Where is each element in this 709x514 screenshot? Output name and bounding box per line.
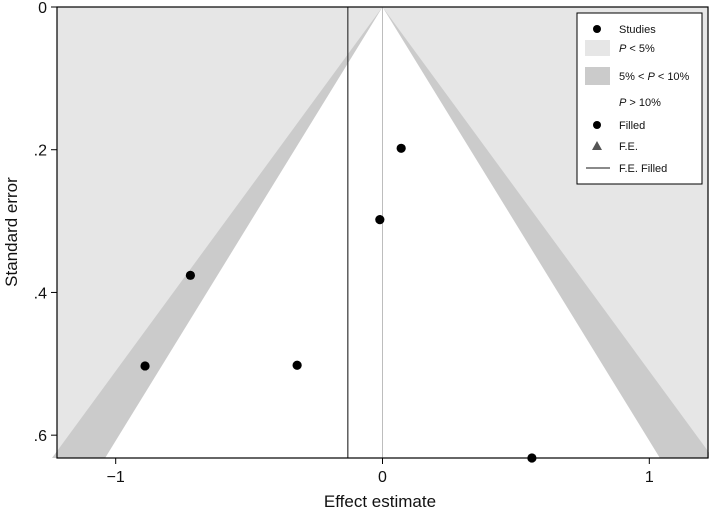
y-tick-label: .2 — [34, 143, 47, 160]
legend-p5-10-label: 5% < P < 10% — [619, 71, 690, 83]
x-tick-label: 1 — [645, 469, 654, 486]
legend-studies-label: Studies — [619, 24, 656, 36]
legend-fe-label: F.E. — [619, 141, 638, 153]
study-point — [185, 270, 196, 280]
x-tick-label: 0 — [378, 469, 387, 486]
study-point — [375, 215, 385, 225]
legend-fe-marker — [592, 141, 602, 150]
legend-studies-marker — [593, 25, 601, 33]
legend: Studies P < 5% 5% < P < 10% P > 10% Fill… — [576, 12, 703, 185]
y-tick-label: .4 — [34, 285, 47, 302]
y-tick-label: .6 — [34, 428, 47, 445]
legend-p5-swatch — [585, 40, 610, 56]
legend-fe-filled-label: F.E. Filled — [619, 163, 667, 175]
legend-filled-label: Filled — [619, 120, 645, 132]
study-point — [140, 361, 150, 371]
study-point — [292, 360, 302, 370]
x-axis: −1 0 1 — [107, 458, 654, 486]
legend-p5-label: P < 5% — [619, 43, 655, 55]
y-axis: 0 .2 .4 .6 — [34, 0, 57, 445]
legend-p10-label: P > 10% — [619, 97, 661, 109]
y-tick-label: 0 — [38, 0, 47, 17]
legend-p5-10-swatch — [585, 67, 610, 85]
study-points — [140, 143, 537, 463]
x-axis-title: Effect estimate — [324, 492, 436, 511]
legend-filled-marker — [593, 121, 601, 129]
study-point — [396, 143, 406, 153]
y-axis-title: Standard error — [2, 177, 21, 287]
x-tick-label: −1 — [107, 469, 125, 486]
